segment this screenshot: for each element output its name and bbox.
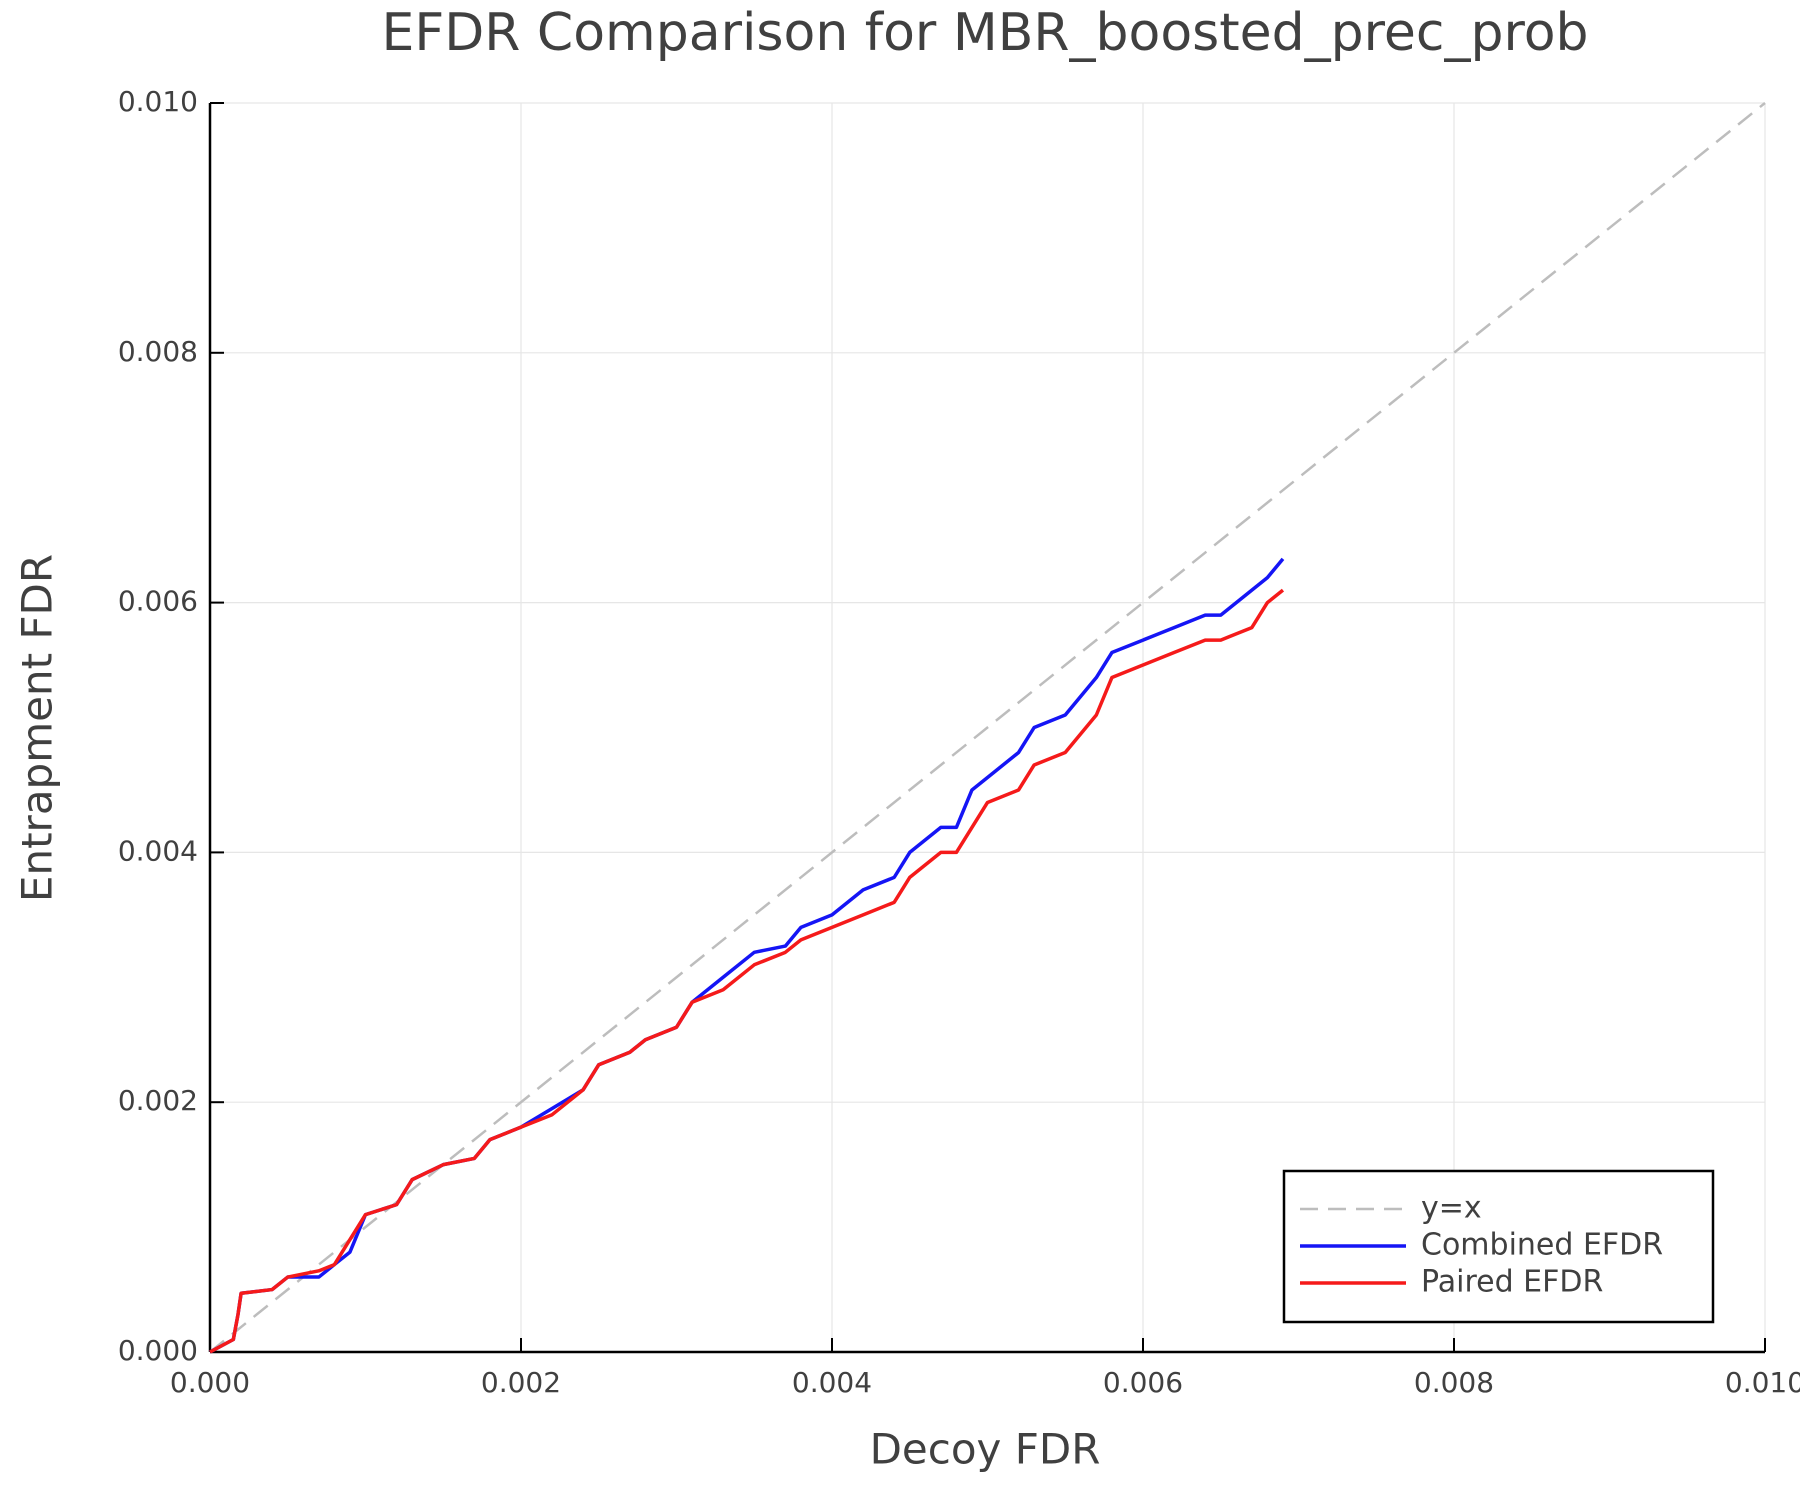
x-tick-label: 0.006 xyxy=(1103,1366,1183,1399)
chart-title: EFDR Comparison for MBR_boosted_prec_pro… xyxy=(381,3,1588,63)
legend-label: Combined EFDR xyxy=(1421,1228,1663,1263)
x-tick-label: 0.004 xyxy=(792,1366,872,1399)
y-axis-label: Entrapment FDR xyxy=(13,554,62,902)
y-tick-label: 0.006 xyxy=(118,585,198,618)
y-tick-label: 0.010 xyxy=(118,85,198,118)
series-line xyxy=(209,102,1766,1353)
y-tick-label: 0.002 xyxy=(118,1084,198,1117)
legend-label: y=x xyxy=(1421,1191,1482,1226)
series-line xyxy=(209,557,1285,1354)
y-tick-label: 0.008 xyxy=(118,335,198,368)
legend-label: Paired EFDR xyxy=(1421,1265,1603,1300)
x-tick-label: 0.008 xyxy=(1414,1366,1494,1399)
series-line xyxy=(209,588,1285,1354)
x-tick-label: 0.000 xyxy=(170,1366,250,1399)
x-axis-label: Decoy FDR xyxy=(870,1425,1101,1474)
y-tick-label: 0.000 xyxy=(118,1334,198,1367)
y-tick-label: 0.004 xyxy=(118,834,198,867)
x-tick-label: 0.010 xyxy=(1725,1366,1800,1399)
x-tick-label: 0.002 xyxy=(481,1366,561,1399)
